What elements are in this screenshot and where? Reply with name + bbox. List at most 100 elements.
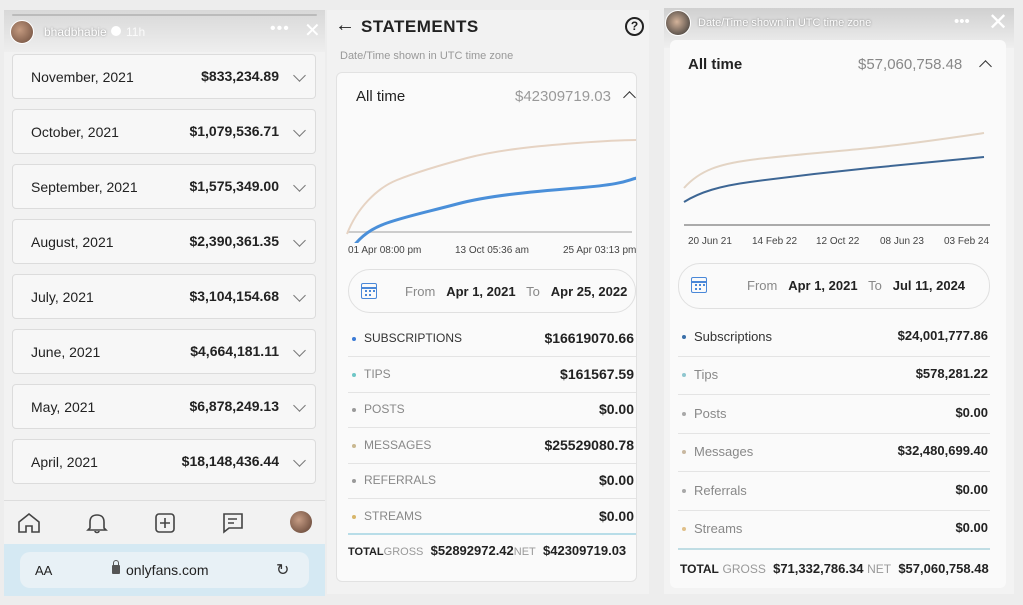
chevron-down-icon[interactable] [293,289,306,302]
category-label: SUBSCRIPTIONS [364,331,463,345]
help-icon[interactable]: ? [625,17,644,36]
month-row[interactable]: July, 2021 $3,104,154.68 [12,274,316,319]
chevron-down-icon[interactable] [293,454,306,467]
totals-row: TOTALGROSS $52892972.42NET $42309719.03 [348,543,627,558]
url-text[interactable]: onlyfans.com [126,562,209,578]
month-row[interactable]: June, 2021 $4,664,181.11 [12,329,316,374]
reload-icon[interactable]: ↻ [276,562,290,579]
chart-line-net [683,156,985,203]
close-icon[interactable]: ✕ [988,9,1009,36]
category-amount: $578,281.22 [915,366,988,382]
bell-icon[interactable] [84,511,110,535]
category-amount: $0.00 [955,481,988,497]
legend-dot-icon [352,514,356,519]
net-total: $42309719.03 [543,543,627,558]
legend-dot-icon [682,527,686,531]
home-icon[interactable] [16,511,42,535]
date-range-picker[interactable]: From Apr 1, 2021 To Apr 25, 2022 [348,269,636,313]
legend-dot-icon [682,373,686,378]
text-size-button[interactable]: AA [35,563,53,578]
x-tick: 14 Feb 22 [752,236,798,247]
url-field[interactable]: AA onlyfans.com ↻ [20,552,309,588]
month-row[interactable]: April, 2021 $18,148,436.44 [12,439,316,484]
chevron-up-icon[interactable] [979,60,992,73]
avatar[interactable] [665,10,691,36]
avatar[interactable] [10,20,34,44]
category-amount: $32,480,699.40 [897,443,988,459]
chart-line-gross [683,132,985,189]
net-total: $57,060,758.48 [898,561,989,576]
header-overlay-text: Date/Time shown in UTC time zone [698,17,872,29]
date-range-text: From Apr 1, 2021 To Jul 11, 2024 [747,278,966,293]
add-post-icon[interactable] [152,511,178,535]
legend-dot-icon [352,408,356,412]
chevron-down-icon[interactable] [293,344,306,357]
chevron-down-icon[interactable] [293,399,306,412]
chevron-down-icon[interactable] [293,124,306,137]
statement-row: Messages $32,480,699.40 [678,434,990,473]
to-date[interactable]: Apr 25, 2022 [550,284,628,299]
category-label: MESSAGES [364,437,432,452]
to-date[interactable]: Jul 11, 2024 [892,278,966,293]
total-divider [348,533,636,535]
month-row[interactable]: September, 2021 $1,575,349.00 [12,164,316,209]
month-label: May, 2021 [31,399,96,415]
month-amount: $1,575,349.00 [189,178,279,194]
category-amount: $0.00 [955,404,988,420]
chevron-down-icon[interactable] [293,234,306,247]
statement-row: SUBSCRIPTIONS $16619070.66 [348,321,636,357]
statement-row: MESSAGES $25529080.78 [348,428,636,464]
from-date[interactable]: Apr 1, 2021 [446,284,516,299]
category-amount: $0.00 [598,507,634,524]
messages-icon[interactable] [220,511,246,535]
statement-row: Tips $578,281.22 [678,357,990,396]
category-label: Referrals [694,482,747,498]
date-range-picker[interactable]: From Apr 1, 2021 To Jul 11, 2024 [678,263,990,309]
browser-address-bar: AA onlyfans.com ↻ [4,544,325,596]
chevron-down-icon[interactable] [293,179,306,192]
category-label: Posts [694,405,727,421]
close-icon[interactable]: ✕ [304,20,321,42]
statement-panel-2024: Date/Time shown in UTC time zone ••• ✕ A… [664,8,1014,594]
statements-panel: ← STATEMENTS ? Date/Time shown in UTC ti… [327,10,649,594]
username[interactable]: bhadbhabie [44,25,107,39]
month-row[interactable]: November, 2021 $833,234.89 [12,54,316,99]
story-header: bhadbhabie 11h ••• ✕ [4,10,325,52]
bottom-nav [4,500,325,544]
chevron-up-icon[interactable] [623,91,636,104]
more-icon[interactable]: ••• [270,20,290,37]
back-arrow-icon[interactable]: ← [335,14,355,36]
x-tick: 03 Feb 24 [944,236,990,247]
month-row[interactable]: August, 2021 $2,390,361.35 [12,219,316,264]
more-icon[interactable]: ••• [954,13,970,30]
month-amount: $833,234.89 [201,68,279,84]
chart-line-net [354,176,636,243]
category-amount: $24,001,777.86 [897,328,988,343]
category-label: Messages [694,444,754,460]
chevron-down-icon[interactable] [293,69,306,82]
month-amount: $1,079,536.71 [189,123,279,139]
month-amount: $18,148,436.44 [181,453,279,469]
calendar-icon[interactable] [361,283,377,299]
category-amount: $161567.59 [560,365,634,382]
legend-dot-icon [352,479,356,483]
calendar-icon[interactable] [691,277,707,293]
profile-avatar-icon[interactable] [290,511,312,533]
legend-dot-icon [352,443,356,448]
x-tick: 01 Apr 08:00 pm [348,245,422,256]
from-date[interactable]: Apr 1, 2021 [788,278,858,293]
month-label: April, 2021 [31,454,98,470]
month-amount: $3,104,154.68 [189,288,279,304]
statement-row: Streams $0.00 [678,511,990,549]
month-row[interactable]: May, 2021 $6,878,249.13 [12,384,316,429]
legend-dot-icon [682,411,686,416]
period-label[interactable]: All time [356,88,406,105]
month-amount: $2,390,361.35 [189,233,279,249]
period-label[interactable]: All time [688,56,743,73]
month-row[interactable]: October, 2021 $1,079,536.71 [12,109,316,154]
category-label: STREAMS [364,508,423,523]
total-divider [678,548,990,550]
story-age: 11h [126,25,146,39]
page-title: STATEMENTS [361,17,479,36]
gross-total: $52892972.42 [430,543,514,558]
